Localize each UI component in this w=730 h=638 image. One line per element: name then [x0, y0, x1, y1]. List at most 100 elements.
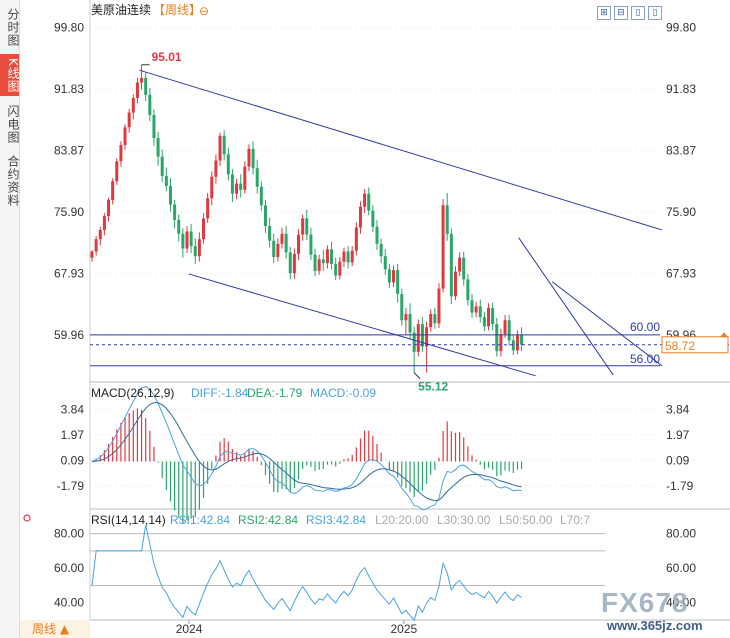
candle-body	[297, 234, 301, 254]
period-tag: 【周线】	[153, 3, 201, 17]
tab-contract-info[interactable]: 合约资料	[6, 155, 20, 207]
price-y-tick-right: 67.93	[666, 267, 696, 281]
tab-flash[interactable]: 闪电图	[6, 104, 20, 144]
rsi-line	[91, 524, 522, 621]
candle-body	[458, 257, 462, 272]
price-candles	[90, 64, 524, 373]
period-button-label: 周线	[32, 622, 57, 636]
tab-timeshare[interactable]: 分时图	[6, 7, 20, 47]
candle-body	[202, 218, 206, 240]
rsi-legend-item: L20:20.00	[375, 513, 429, 527]
candle-body	[342, 251, 346, 262]
trend-line	[139, 69, 663, 231]
candle-body	[470, 300, 474, 313]
price-y-tick-right: 99.80	[666, 21, 696, 35]
macd-y-tick-left: 0.09	[61, 453, 85, 467]
macd-title: MACD(26,12,9)	[91, 386, 174, 400]
low-marker	[413, 372, 421, 380]
candle-body	[272, 240, 276, 257]
settings-icon	[23, 514, 31, 522]
rsi-y-tick-right: 60.00	[666, 561, 696, 575]
zoom-in-icon[interactable]: ⊞	[597, 6, 611, 20]
candle-body	[383, 256, 387, 270]
candle-body	[251, 148, 255, 169]
candle-body	[226, 154, 230, 175]
candle-body	[363, 193, 367, 207]
candle-body	[189, 231, 193, 247]
candle-body	[218, 135, 222, 161]
rsi-legend-item: L30:30.00	[437, 513, 491, 527]
candle-body	[338, 261, 342, 276]
rsi-y-tick-right: 40.00	[666, 596, 696, 610]
candle-body	[416, 324, 420, 352]
trend-line	[518, 237, 614, 376]
price-y-tick-right: 83.87	[666, 144, 696, 158]
trend-line	[188, 273, 536, 377]
current-price-label: 58.72	[665, 339, 695, 353]
candle-body	[400, 294, 404, 321]
candle-body	[177, 219, 181, 234]
candle-body	[243, 166, 247, 190]
candle-body	[255, 168, 259, 187]
current-price-box	[661, 336, 729, 354]
macd-diff-line	[91, 385, 522, 511]
candle-body	[111, 181, 115, 200]
candle-body	[160, 156, 164, 176]
panel-icon[interactable]: ▯	[631, 6, 645, 20]
macd-panel: 3.84 3.84 1.97 1.97 0.09 0.09 -1.79 -1.79 MACD(2…	[57, 385, 694, 524]
candle-body	[321, 259, 325, 264]
macd-y-tick-right: 0.09	[666, 453, 690, 467]
candle-body	[173, 204, 177, 220]
candle-body	[387, 269, 391, 283]
rsi-legend-item: RSI2:42.84	[238, 513, 298, 527]
candle-body	[425, 327, 429, 347]
candle-body	[288, 252, 292, 274]
candle-body	[408, 314, 412, 333]
macd-y-tick-right: 3.84	[666, 402, 690, 416]
candle-body	[379, 243, 383, 257]
candle-body	[193, 246, 197, 257]
up-arrow-icon	[720, 332, 728, 338]
price-trend-lines	[90, 69, 730, 377]
candle-body	[334, 263, 338, 276]
rsi-panel: 80.00 80.00 60.00 60.00 40.00 40.00 RSI(14,14,…	[23, 513, 696, 621]
macd-legend-item: MACD:-0.09	[310, 386, 376, 400]
candle-body	[214, 160, 218, 177]
candle-body	[478, 306, 482, 318]
candle-body	[90, 251, 94, 258]
candle-body	[354, 227, 358, 251]
candle-body	[284, 233, 288, 253]
candle-body	[515, 334, 519, 351]
collapse-icon[interactable]: ⊖	[199, 4, 209, 18]
tab-kline[interactable]: K线图	[0, 54, 20, 96]
candle-body	[94, 239, 98, 252]
price-y-tick-left: 99.80	[54, 21, 84, 35]
rsi-legend-item: RSI3:42.84	[306, 513, 366, 527]
candle-body	[235, 183, 239, 194]
candle-body	[466, 279, 470, 301]
candle-body	[181, 233, 185, 249]
trend-line	[551, 281, 663, 367]
candle-body	[474, 306, 478, 313]
macd-y-tick-left: 3.84	[61, 402, 85, 416]
zoom-out-icon[interactable]: ⊟	[614, 6, 628, 20]
candle-body	[305, 218, 309, 235]
candle-body	[185, 231, 189, 249]
candle-body	[148, 94, 152, 115]
candle-body	[350, 250, 354, 263]
candle-body	[453, 271, 457, 297]
candle-body	[433, 314, 437, 324]
period-button[interactable]: 周线 ▲	[20, 620, 90, 638]
fullscreen-icon[interactable]: ▯	[648, 6, 662, 20]
rsi-legend-item: RSI1:42.84	[170, 513, 230, 527]
candle-body	[396, 270, 400, 295]
macd-legend-item: DIFF:-1.84	[191, 386, 249, 400]
price-y-tick-left: 83.87	[54, 144, 84, 158]
candle-body	[495, 324, 499, 352]
candle-body	[263, 205, 267, 227]
macd-y-tick-right: 1.97	[666, 428, 690, 442]
candle-body	[276, 243, 280, 257]
x-tick-2024: 2024	[176, 622, 203, 636]
rsi-y-tick-left: 80.00	[54, 527, 84, 541]
